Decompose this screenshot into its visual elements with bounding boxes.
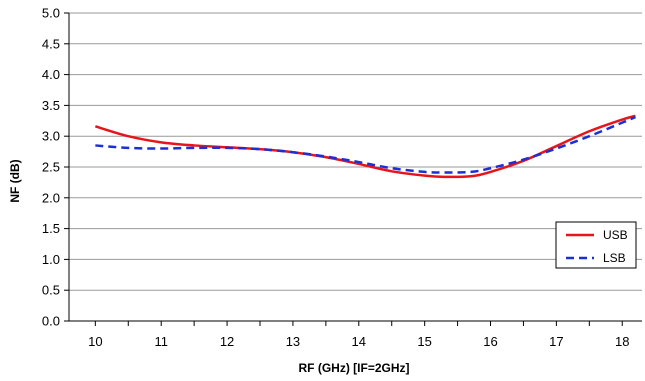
legend: USB LSB <box>555 221 637 269</box>
x-tick-label: 12 <box>220 334 234 349</box>
y-tick-label: 4.5 <box>42 36 60 51</box>
y-tick-label: 4.0 <box>42 67 60 82</box>
legend-label-lsb: LSB <box>603 251 626 265</box>
x-tick-label: 13 <box>286 334 300 349</box>
series-line-lsb <box>95 115 636 174</box>
series-line-usb <box>94 114 636 179</box>
y-tick-label: 3.5 <box>42 98 60 113</box>
grid-layer <box>69 12 642 291</box>
x-tick-label: 11 <box>154 334 168 349</box>
y-tick-label: 3.0 <box>42 129 60 144</box>
legend-box <box>555 221 637 269</box>
y-tick-label: 2.0 <box>42 190 60 205</box>
axis-layer: 0.0 0.5 1.0 1.5 2.0 2.5 3.0 3.5 4.0 4.5 5.0 10 11 12 1… <box>42 6 642 349</box>
y-tick-label: 2.5 <box>42 160 60 175</box>
x-tick-label: 17 <box>549 334 563 349</box>
x-tick-label: 15 <box>417 334 431 349</box>
series-layer <box>94 114 636 179</box>
x-tick-label: 10 <box>88 334 102 349</box>
y-tick-label: 0.5 <box>42 283 60 298</box>
y-tick-label: 0.0 <box>42 314 60 329</box>
legend-label-usb: USB <box>603 228 628 242</box>
x-tick-label: 14 <box>352 334 366 349</box>
y-axis-title: NF (dB) <box>8 159 22 202</box>
x-tick-label: 16 <box>483 334 497 349</box>
x-tick-label: 18 <box>615 334 629 349</box>
y-tick-label: 1.0 <box>42 252 60 267</box>
x-axis-title: RF (GHz) [IF=2GHz] <box>299 361 410 375</box>
y-tick-label: 5.0 <box>42 6 60 21</box>
y-tick-label: 1.5 <box>42 221 60 236</box>
